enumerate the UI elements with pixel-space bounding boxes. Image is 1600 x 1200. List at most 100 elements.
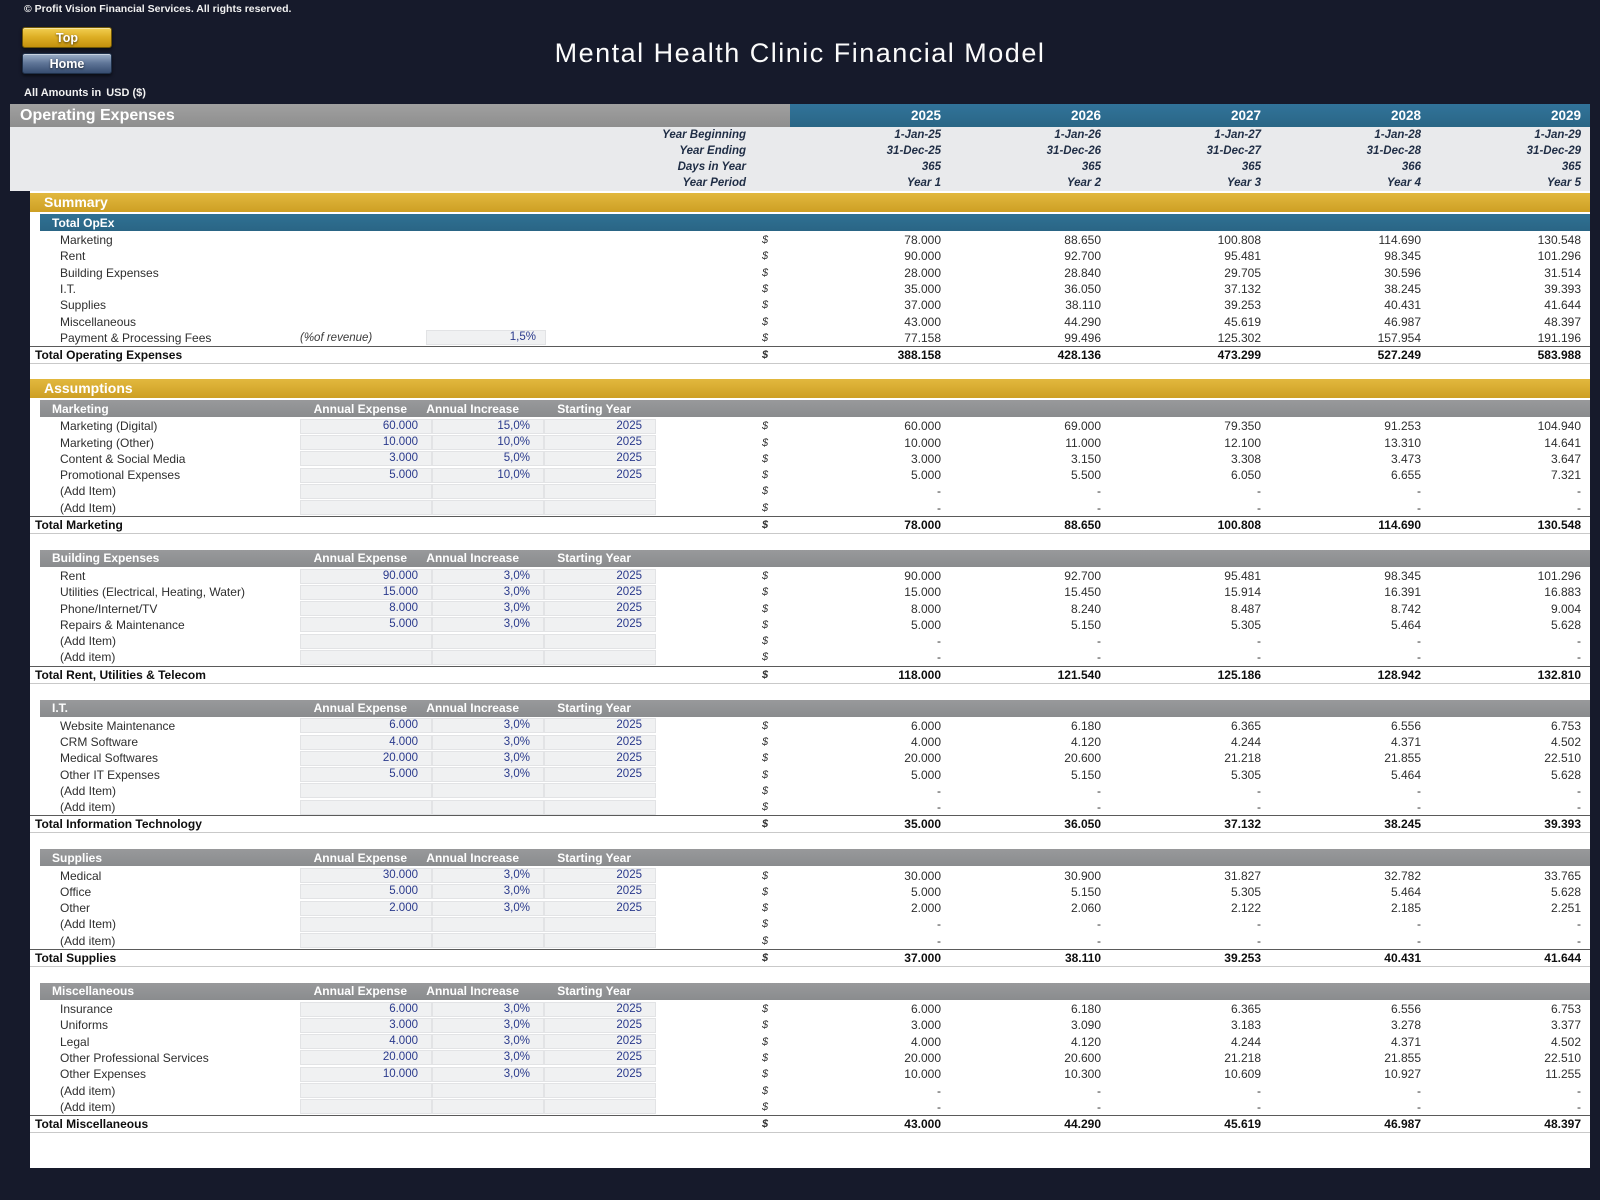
input-cell[interactable]	[432, 1083, 544, 1099]
input-cell[interactable]: 4.000	[300, 1034, 432, 1050]
input-cell[interactable]: 3,0%	[432, 750, 544, 766]
input-cell[interactable]	[544, 633, 656, 649]
input-cell[interactable]: 60.000	[300, 418, 432, 434]
percent-input-cell[interactable]: 1,5%	[426, 330, 546, 346]
input-cell[interactable]: 90.000	[300, 568, 432, 584]
input-cell[interactable]: 20.000	[300, 1050, 432, 1066]
input-cell[interactable]: 3,0%	[432, 1066, 544, 1082]
input-cell[interactable]: 5.000	[300, 467, 432, 483]
input-cell[interactable]	[432, 500, 544, 516]
input-cell[interactable]: 2025	[544, 1050, 656, 1066]
input-cell[interactable]: 5,0%	[432, 451, 544, 467]
input-cell[interactable]: 2025	[544, 467, 656, 483]
input-cell[interactable]	[544, 1099, 656, 1115]
input-cell[interactable]: 10.000	[300, 1066, 432, 1082]
input-cell[interactable]: 15.000	[300, 584, 432, 600]
input-cell[interactable]	[432, 799, 544, 815]
input-cell[interactable]	[300, 633, 432, 649]
input-cell[interactable]: 3,0%	[432, 884, 544, 900]
currency-symbol: $	[762, 801, 769, 814]
input-cell[interactable]: 2025	[544, 435, 656, 451]
input-cell[interactable]	[432, 783, 544, 799]
input-cell[interactable]: 6.000	[300, 1001, 432, 1017]
input-cell[interactable]	[544, 783, 656, 799]
input-cell[interactable]	[432, 1099, 544, 1115]
input-cell[interactable]: 3,0%	[432, 1017, 544, 1033]
total-opex-bar: Total OpEx	[40, 214, 1590, 231]
input-cell[interactable]	[300, 649, 432, 665]
input-cell[interactable]: 2025	[544, 1034, 656, 1050]
input-cell[interactable]	[300, 500, 432, 516]
input-cell[interactable]: 2025	[544, 750, 656, 766]
input-cell[interactable]: 5.000	[300, 767, 432, 783]
value-cell: 5.000	[910, 617, 941, 632]
left-margin-strip	[10, 191, 30, 1168]
input-cell[interactable]: 3,0%	[432, 734, 544, 750]
input-cell[interactable]: 2025	[544, 734, 656, 750]
input-cell[interactable]: 2025	[544, 884, 656, 900]
input-cell[interactable]: 3.000	[300, 451, 432, 467]
input-cell[interactable]	[544, 799, 656, 815]
input-cell[interactable]: 3,0%	[432, 568, 544, 584]
input-cell[interactable]: 3,0%	[432, 868, 544, 884]
input-cell[interactable]	[300, 483, 432, 499]
input-cell[interactable]: 3,0%	[432, 718, 544, 734]
home-button[interactable]: Home	[22, 53, 112, 74]
input-cell[interactable]: 2025	[544, 418, 656, 434]
input-cell[interactable]: 3,0%	[432, 1001, 544, 1017]
input-cell[interactable]: 3,0%	[432, 617, 544, 633]
input-cell[interactable]	[432, 649, 544, 665]
input-cell[interactable]	[300, 933, 432, 949]
value-cell: 4.120	[1070, 1034, 1101, 1049]
input-cell[interactable]: 15,0%	[432, 418, 544, 434]
input-cell[interactable]: 2025	[544, 601, 656, 617]
input-cell[interactable]: 2025	[544, 617, 656, 633]
input-cell[interactable]: 2025	[544, 1066, 656, 1082]
input-cell[interactable]	[544, 933, 656, 949]
input-cell[interactable]	[544, 649, 656, 665]
input-cell[interactable]: 2.000	[300, 900, 432, 916]
input-cell[interactable]	[300, 1099, 432, 1115]
input-cell[interactable]: 10.000	[300, 435, 432, 451]
input-cell[interactable]: 2025	[544, 584, 656, 600]
input-cell[interactable]: 3,0%	[432, 601, 544, 617]
input-cell[interactable]: 8.000	[300, 601, 432, 617]
input-cell[interactable]: 10,0%	[432, 435, 544, 451]
input-cell[interactable]: 3.000	[300, 1017, 432, 1033]
input-cell[interactable]	[544, 483, 656, 499]
input-cell[interactable]: 6.000	[300, 718, 432, 734]
input-cell[interactable]	[300, 916, 432, 932]
input-cell[interactable]: 4.000	[300, 734, 432, 750]
input-cell[interactable]	[544, 916, 656, 932]
top-button[interactable]: Top	[22, 27, 112, 48]
input-cell[interactable]	[432, 633, 544, 649]
input-cell[interactable]: 30.000	[300, 868, 432, 884]
input-cell[interactable]: 2025	[544, 1017, 656, 1033]
input-cell[interactable]	[544, 1083, 656, 1099]
input-cell[interactable]: 2025	[544, 1001, 656, 1017]
input-cell[interactable]	[300, 1083, 432, 1099]
input-cell[interactable]: 2025	[544, 868, 656, 884]
input-cell[interactable]: 20.000	[300, 750, 432, 766]
input-cell[interactable]: 3,0%	[432, 767, 544, 783]
input-cell[interactable]: 2025	[544, 718, 656, 734]
input-cell[interactable]	[300, 783, 432, 799]
value-cell: -	[1097, 800, 1101, 815]
input-cell[interactable]: 2025	[544, 568, 656, 584]
input-cell[interactable]	[432, 916, 544, 932]
input-cell[interactable]: 3,0%	[432, 1034, 544, 1050]
input-cell[interactable]	[432, 933, 544, 949]
input-cell[interactable]: 2025	[544, 451, 656, 467]
input-cell[interactable]: 10,0%	[432, 467, 544, 483]
expense-row: Marketing (Digital) 60.000 15,0% 2025 $60.00…	[30, 418, 1590, 434]
input-cell[interactable]: 3,0%	[432, 900, 544, 916]
input-cell[interactable]: 3,0%	[432, 584, 544, 600]
input-cell[interactable]: 5.000	[300, 617, 432, 633]
input-cell[interactable]	[300, 799, 432, 815]
input-cell[interactable]	[544, 500, 656, 516]
input-cell[interactable]: 2025	[544, 900, 656, 916]
input-cell[interactable]: 2025	[544, 767, 656, 783]
input-cell[interactable]	[432, 483, 544, 499]
input-cell[interactable]: 5.000	[300, 884, 432, 900]
input-cell[interactable]: 3,0%	[432, 1050, 544, 1066]
